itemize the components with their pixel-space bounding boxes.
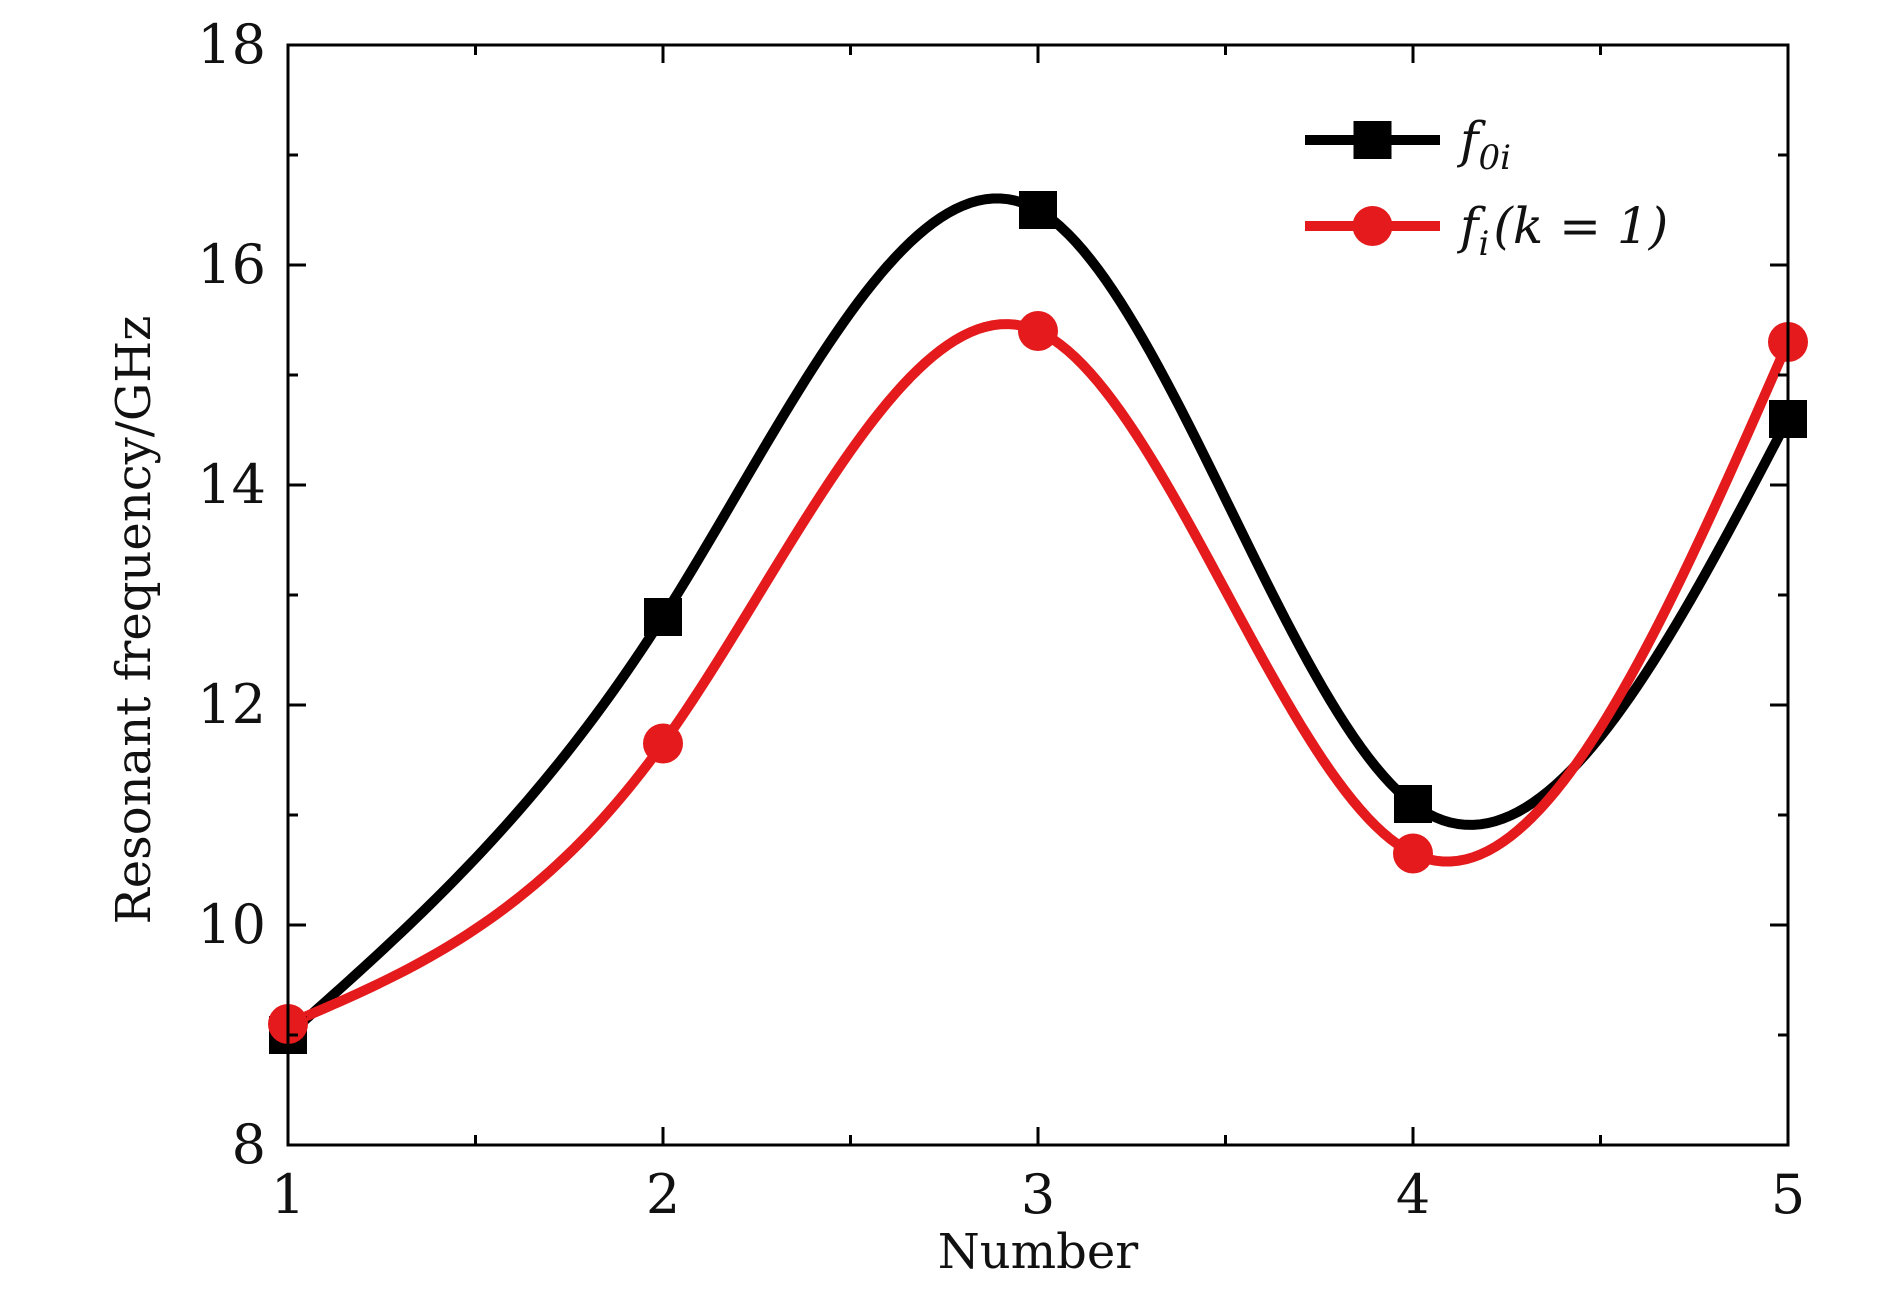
x-tick-label: 1 xyxy=(271,1163,305,1226)
legend-label-0: f0i xyxy=(1456,111,1511,178)
tick-layer xyxy=(286,43,1790,1147)
y-axis-label: Resonant frequency/GHz xyxy=(106,316,162,925)
legend: f0i fi(k = 1) xyxy=(1305,111,1668,264)
legend-label-subscript: i xyxy=(1479,224,1490,264)
y-tick-label: 8 xyxy=(232,1113,266,1176)
legend-label-1: fi(k = 1) xyxy=(1456,197,1668,264)
data-point-square xyxy=(644,598,682,636)
data-point-circle xyxy=(1393,833,1433,874)
y-tick-label: 14 xyxy=(197,453,266,516)
x-tick-label: 3 xyxy=(1021,1163,1055,1226)
x-tick-label: 2 xyxy=(646,1163,680,1226)
data-point-circle xyxy=(643,723,683,764)
data-point-square xyxy=(1019,191,1057,229)
marker-layer xyxy=(268,191,1808,1054)
y-tick-label: 12 xyxy=(197,673,266,736)
y-tick-label: 16 xyxy=(197,233,266,296)
y-tick-label: 18 xyxy=(197,13,266,76)
data-point-circle xyxy=(1018,311,1058,351)
legend-label-subscript: 0i xyxy=(1479,138,1512,178)
legend-label-tail: (k = 1) xyxy=(1493,197,1668,255)
x-tick-label: 5 xyxy=(1771,1163,1805,1226)
series-line-1 xyxy=(288,319,1788,1029)
y-tick-label: 10 xyxy=(197,893,266,956)
data-point-square xyxy=(1394,785,1432,823)
x-tick-label: 4 xyxy=(1396,1163,1430,1226)
legend-marker-circle xyxy=(1352,206,1393,246)
legend-marker-square xyxy=(1353,121,1392,159)
x-axis-label: Number xyxy=(938,1224,1139,1280)
